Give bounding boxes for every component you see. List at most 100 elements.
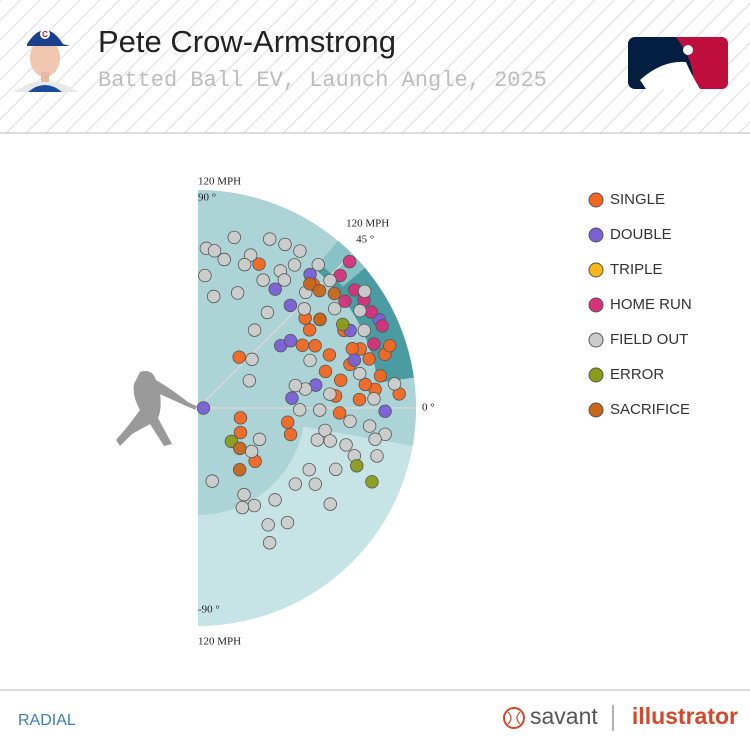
batted-ball [367, 392, 381, 406]
batted-ball [313, 312, 327, 327]
batted-ball [207, 244, 222, 258]
legend-swatch [588, 297, 604, 313]
angle-tick-label: -90 ° [198, 604, 220, 616]
view-mode: RADIAL [18, 712, 76, 729]
legend-label: DOUBLE [610, 226, 672, 243]
batted-ball [362, 352, 376, 366]
batted-ball [237, 257, 252, 272]
batted-ball [333, 373, 348, 387]
batted-ball [232, 350, 246, 364]
batted-ball [198, 268, 212, 283]
batted-ball [308, 477, 323, 491]
batted-ball [260, 305, 275, 320]
batted-ball [283, 298, 298, 313]
legend: SINGLE DOUBLE TRIPLE HOME RUN FIELD OUT ERROR… [588, 191, 692, 418]
batted-ball [252, 257, 266, 271]
batted-ball [327, 286, 342, 301]
batted-ball [297, 302, 311, 316]
batted-ball [332, 406, 347, 420]
legend-label: FIELD OUT [610, 331, 688, 348]
header-background [0, 0, 750, 133]
batted-ball [256, 273, 270, 287]
legend-swatch [588, 192, 604, 208]
batted-ball [268, 282, 282, 296]
batted-ball [262, 536, 277, 550]
batted-ball [308, 339, 322, 353]
batted-ball [232, 463, 247, 477]
batted-ball [357, 323, 371, 338]
legend-label: ERROR [610, 366, 664, 383]
product-name: illustrator [632, 703, 738, 729]
batter-body [116, 371, 188, 446]
legend-swatch [588, 367, 604, 383]
batted-ball [375, 319, 389, 333]
batted-ball [323, 434, 337, 448]
batted-ball [342, 254, 357, 269]
batted-ball [243, 248, 258, 262]
batted-ball [277, 273, 292, 287]
batted-ball [338, 294, 352, 308]
radius-label: 120 MPH [198, 636, 241, 648]
batted-ball [278, 237, 292, 252]
batted-ball [368, 432, 382, 446]
batted-ball [293, 244, 307, 258]
batted-ball [367, 337, 381, 351]
angle-tick-label: 0 ° [422, 402, 435, 414]
batted-ball [353, 366, 367, 381]
batted-ball [196, 401, 211, 415]
batted-ball [329, 462, 343, 477]
batted-ball [387, 377, 402, 391]
savant-logo: savant illustrator [503, 703, 738, 731]
batted-ball [323, 273, 337, 288]
batted-ball [322, 348, 337, 362]
radius-label: 120 MPH [346, 217, 389, 229]
batted-ball [206, 289, 221, 304]
brand-name: savant [530, 703, 598, 729]
batted-ball [237, 487, 251, 502]
batted-ball [370, 449, 384, 463]
batted-ball [365, 475, 379, 489]
batted-ball [217, 252, 231, 267]
chart-title: Pete Crow-Armstrong [98, 24, 396, 59]
batted-ball [312, 403, 327, 417]
batted-ball [285, 391, 299, 405]
player-headshot: C [14, 29, 78, 92]
radius-label: 120 MPH [198, 176, 241, 188]
batted-ball [205, 474, 219, 488]
batted-ball [227, 230, 241, 245]
batted-ball [383, 338, 397, 353]
batted-ball [312, 283, 327, 298]
legend-label: SINGLE [610, 191, 665, 208]
batted-ball [245, 352, 259, 367]
batted-ball [357, 284, 372, 298]
batted-ball [347, 353, 362, 367]
batted-ball [281, 415, 295, 429]
mlb-logo [628, 37, 728, 89]
batted-ball [235, 500, 250, 515]
batted-ball [287, 258, 302, 272]
legend-swatch [588, 332, 604, 348]
batted-ball [247, 323, 262, 337]
batted-ball [339, 438, 353, 452]
batted-ball [343, 414, 357, 428]
batted-ball [323, 497, 337, 511]
batted-ball [244, 444, 259, 459]
batted-ball [303, 277, 317, 291]
svg-text:C: C [42, 30, 48, 39]
batted-ball [283, 427, 298, 442]
batted-ball [358, 377, 373, 392]
legend-label: SACRIFICE [610, 401, 690, 418]
batted-ball [288, 477, 303, 491]
batted-ball [352, 392, 367, 407]
legend-swatch [588, 402, 604, 418]
angle-tick-label: 90 ° [198, 192, 216, 204]
batted-ball [302, 323, 317, 337]
batted-ball [323, 387, 337, 401]
batted-ball [311, 257, 325, 272]
batted-ball [353, 303, 367, 318]
angle-tick-label: 45 ° [356, 233, 374, 245]
batted-ball [247, 498, 262, 513]
batted-ball [364, 305, 378, 319]
batted-ball [302, 462, 316, 477]
